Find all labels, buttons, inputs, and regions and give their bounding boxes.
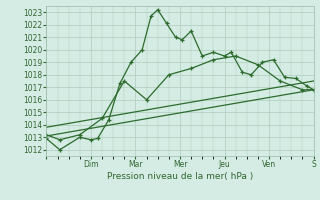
X-axis label: Pression niveau de la mer( hPa ): Pression niveau de la mer( hPa ) [107, 172, 253, 181]
